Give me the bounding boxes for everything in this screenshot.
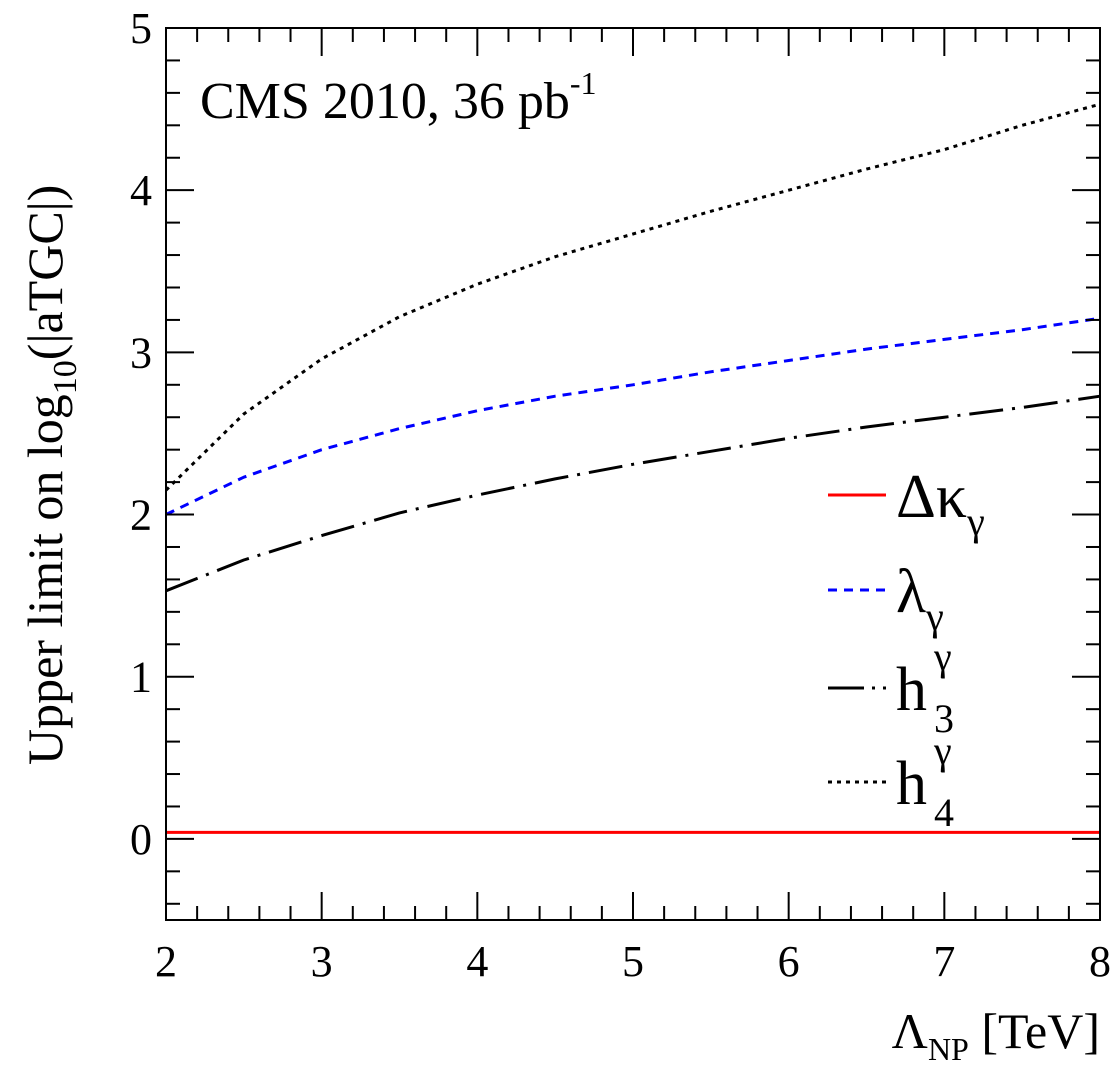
y-tick-label: 2 xyxy=(130,491,152,540)
annotation-main: CMS 2010, 36 pb xyxy=(200,73,570,130)
y-tick-label: 4 xyxy=(130,166,152,215)
series-line-3 xyxy=(164,102,1101,492)
y-tick-label: 1 xyxy=(130,653,152,702)
y-axis-title-sub: 10 xyxy=(47,360,84,394)
x-axis-title-main: Λ xyxy=(892,1003,928,1059)
series-line-2 xyxy=(165,394,1101,593)
x-tick-label: 2 xyxy=(155,937,177,986)
y-tick-label: 5 xyxy=(130,4,152,53)
x-tick-label: 4 xyxy=(466,937,488,986)
x-tick-label: 5 xyxy=(622,937,644,986)
y-axis-title-main: Upper limit on log xyxy=(17,394,73,765)
cms-annotation: CMS 2010, 36 pb-1 xyxy=(200,65,597,130)
y-tick-label: 3 xyxy=(130,328,152,377)
x-tick-label: 6 xyxy=(778,937,800,986)
x-tick-label: 3 xyxy=(311,937,333,986)
series-layer xyxy=(164,102,1101,834)
legend-label-1: λγ xyxy=(896,558,944,639)
legend: Δκγ λγh γ 3h γ 4 xyxy=(828,463,985,835)
y-axis-title-rest: (|aTGC|) xyxy=(17,185,73,361)
x-axis-title-unit: [TeV] xyxy=(969,1003,1100,1059)
x-axis-title: ΛNP [TeV] xyxy=(892,1003,1100,1066)
y-tick-label: 0 xyxy=(130,815,152,864)
x-tick-label: 7 xyxy=(933,937,955,986)
tick-labels: 2 3 4 5 6 7 8 0 1 2 3 4 5 xyxy=(130,4,1111,986)
series-line-1 xyxy=(165,316,1101,516)
annotation-superscript: -1 xyxy=(570,65,597,101)
y-axis-title: Upper limit on log10(|aTGC|) xyxy=(17,185,84,765)
x-tick-label: 8 xyxy=(1089,937,1111,986)
legend-label-0: Δκγ xyxy=(896,463,985,544)
ticks-layer xyxy=(165,27,1101,920)
x-axis-title-sub: NP xyxy=(928,1031,969,1066)
